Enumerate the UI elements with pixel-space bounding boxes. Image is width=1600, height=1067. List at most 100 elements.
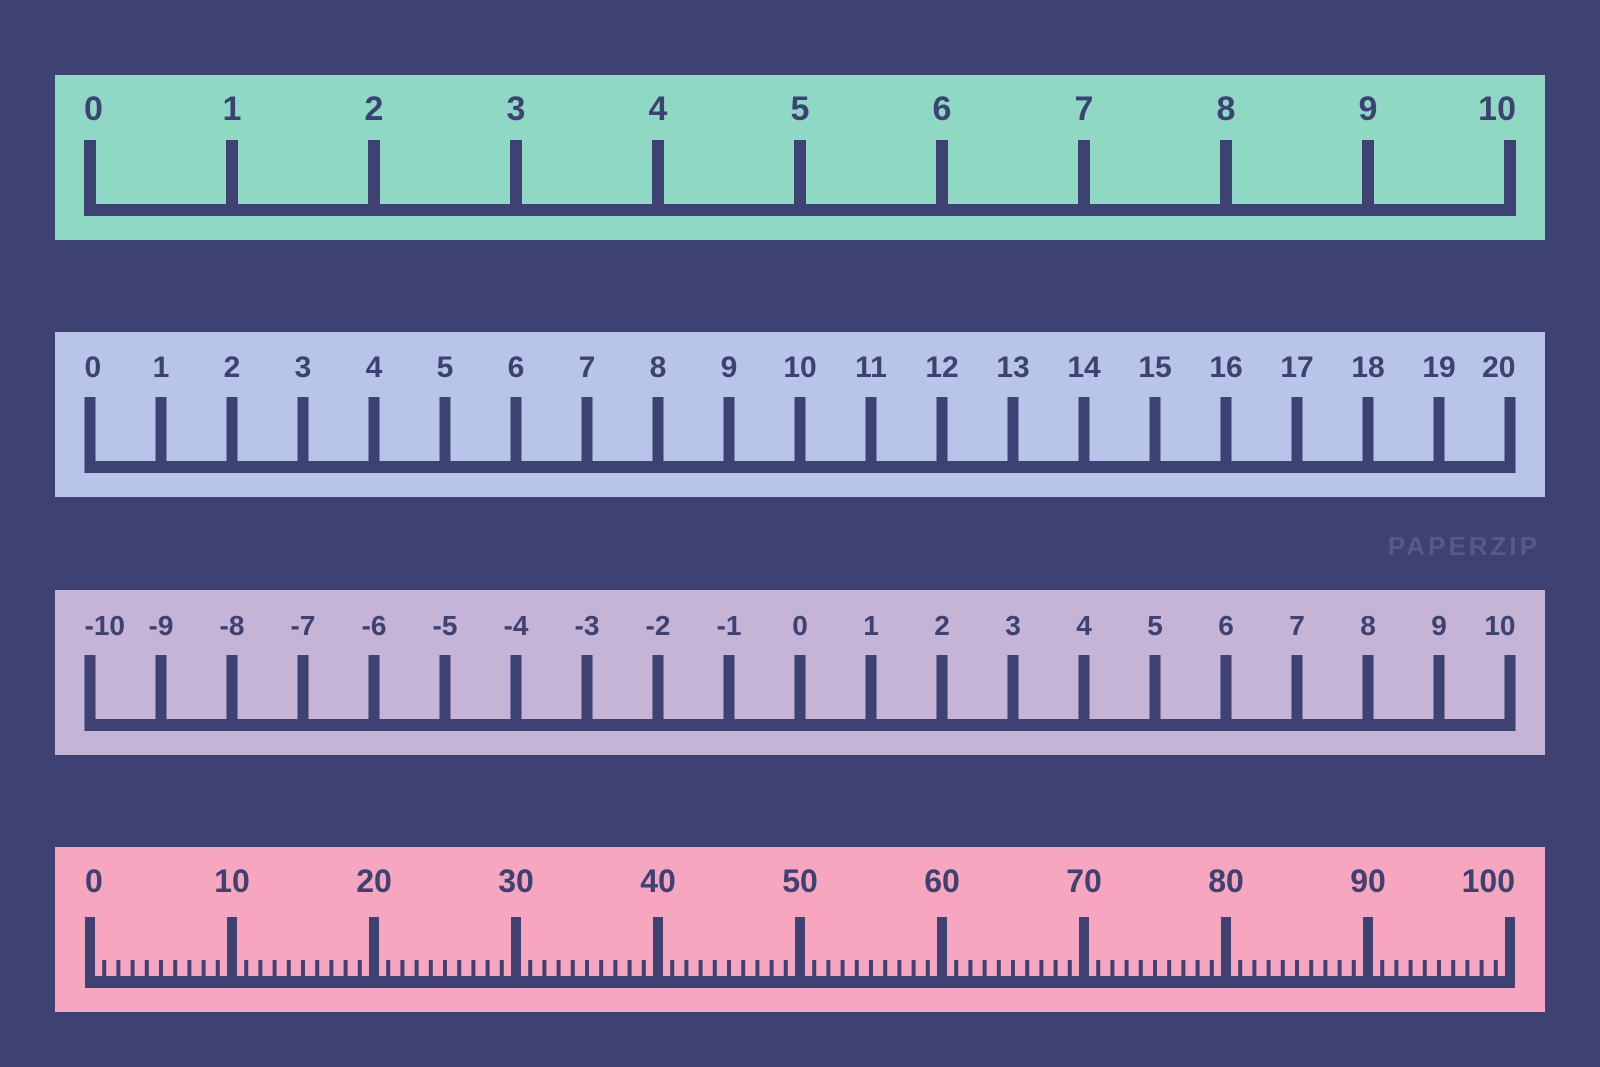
tick-label: 7 (1289, 610, 1305, 641)
minor-tick (912, 960, 916, 982)
major-tick (298, 397, 309, 473)
minor-tick (557, 960, 561, 982)
tick-label: 11 (855, 351, 887, 384)
major-tick (1505, 917, 1515, 988)
major-tick (1362, 140, 1374, 216)
minor-tick (486, 960, 490, 982)
major-tick (866, 397, 877, 473)
minor-tick (1323, 960, 1327, 982)
minor-tick (528, 960, 532, 982)
tick-label: 60 (924, 863, 960, 899)
major-tick (653, 917, 663, 988)
major-tick (1363, 397, 1374, 473)
tick-label: 3 (295, 351, 312, 384)
minor-tick (1025, 960, 1029, 982)
tick-label: 2 (365, 90, 384, 128)
minor-tick (1380, 960, 1384, 982)
minor-tick (855, 960, 859, 982)
minor-tick (315, 960, 319, 982)
minor-tick (1252, 960, 1256, 982)
minor-tick (1352, 960, 1356, 982)
minor-tick (642, 960, 646, 982)
tick-label: 0 (792, 610, 808, 641)
minor-tick (1281, 960, 1285, 982)
minor-tick (1039, 960, 1043, 982)
major-tick (85, 397, 96, 473)
tick-label: 5 (1147, 610, 1163, 641)
tick-label: 19 (1422, 351, 1455, 384)
minor-tick (1167, 960, 1171, 982)
minor-tick (585, 960, 589, 982)
minor-tick (1437, 960, 1441, 982)
major-tick (1363, 655, 1374, 731)
major-tick (652, 140, 664, 216)
tick-label: 8 (1217, 90, 1236, 128)
minor-tick (344, 960, 348, 982)
tick-label: 9 (721, 351, 738, 384)
tick-label: 30 (498, 863, 534, 899)
tick-label: 7 (1075, 90, 1094, 128)
minor-tick (301, 960, 305, 982)
tick-label: -10 (85, 610, 125, 641)
minor-tick (1210, 960, 1214, 982)
minor-tick (1480, 960, 1484, 982)
tick-label: 20 (356, 863, 392, 899)
major-tick (156, 397, 167, 473)
tick-label: 16 (1209, 351, 1242, 384)
major-tick (156, 655, 167, 731)
minor-tick (102, 960, 106, 982)
minor-tick (173, 960, 177, 982)
tick-label: 3 (1005, 610, 1021, 641)
minor-tick (841, 960, 845, 982)
major-tick (795, 917, 805, 988)
major-tick (1221, 397, 1232, 473)
number-lines-infographic: 012345678910 012345678910111213141516171… (0, 0, 1600, 1067)
minor-tick (415, 960, 419, 982)
major-tick (1504, 140, 1516, 216)
major-tick (1150, 397, 1161, 473)
minor-tick (1494, 960, 1498, 982)
tick-label: 2 (934, 610, 950, 641)
tick-label: 1 (223, 90, 242, 128)
major-tick (227, 397, 238, 473)
minor-tick (869, 960, 873, 982)
tick-label: 6 (1218, 610, 1234, 641)
tick-label: -9 (149, 610, 174, 641)
tick-label: 18 (1351, 351, 1384, 384)
major-tick (511, 917, 521, 988)
minor-tick (1423, 960, 1427, 982)
ruler-neg10-10: -10-9-8-7-6-5-4-3-2-1012345678910 (55, 590, 1545, 755)
tick-label: 2 (224, 351, 241, 384)
major-tick (85, 917, 95, 988)
minor-tick (1139, 960, 1143, 982)
major-tick (368, 140, 380, 216)
minor-tick (1267, 960, 1271, 982)
tick-label: 3 (507, 90, 526, 128)
tick-label: -5 (433, 610, 458, 641)
minor-tick (1153, 960, 1157, 982)
minor-tick (1125, 960, 1129, 982)
minor-tick (1309, 960, 1313, 982)
major-tick (84, 140, 96, 216)
watermark-text: PAPERZIP (1388, 531, 1540, 562)
minor-tick (273, 960, 277, 982)
minor-tick (187, 960, 191, 982)
tick-label: -2 (646, 610, 671, 641)
major-tick (1221, 917, 1231, 988)
minor-tick (1338, 960, 1342, 982)
tick-label: -8 (220, 610, 245, 641)
minor-tick (287, 960, 291, 982)
tick-label: 17 (1280, 351, 1313, 384)
minor-tick (741, 960, 745, 982)
major-tick (510, 140, 522, 216)
minor-tick (968, 960, 972, 982)
minor-tick (400, 960, 404, 982)
major-tick (227, 917, 237, 988)
tick-label: 4 (366, 351, 383, 384)
minor-tick (159, 960, 163, 982)
minor-tick (983, 960, 987, 982)
minor-tick (713, 960, 717, 982)
minor-tick (1181, 960, 1185, 982)
minor-tick (1011, 960, 1015, 982)
tick-label: 10 (1478, 90, 1516, 128)
